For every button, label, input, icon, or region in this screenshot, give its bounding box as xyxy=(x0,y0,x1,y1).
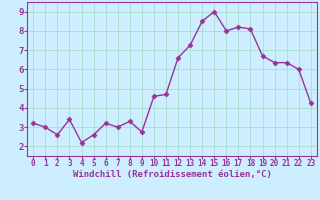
X-axis label: Windchill (Refroidissement éolien,°C): Windchill (Refroidissement éolien,°C) xyxy=(73,170,271,179)
